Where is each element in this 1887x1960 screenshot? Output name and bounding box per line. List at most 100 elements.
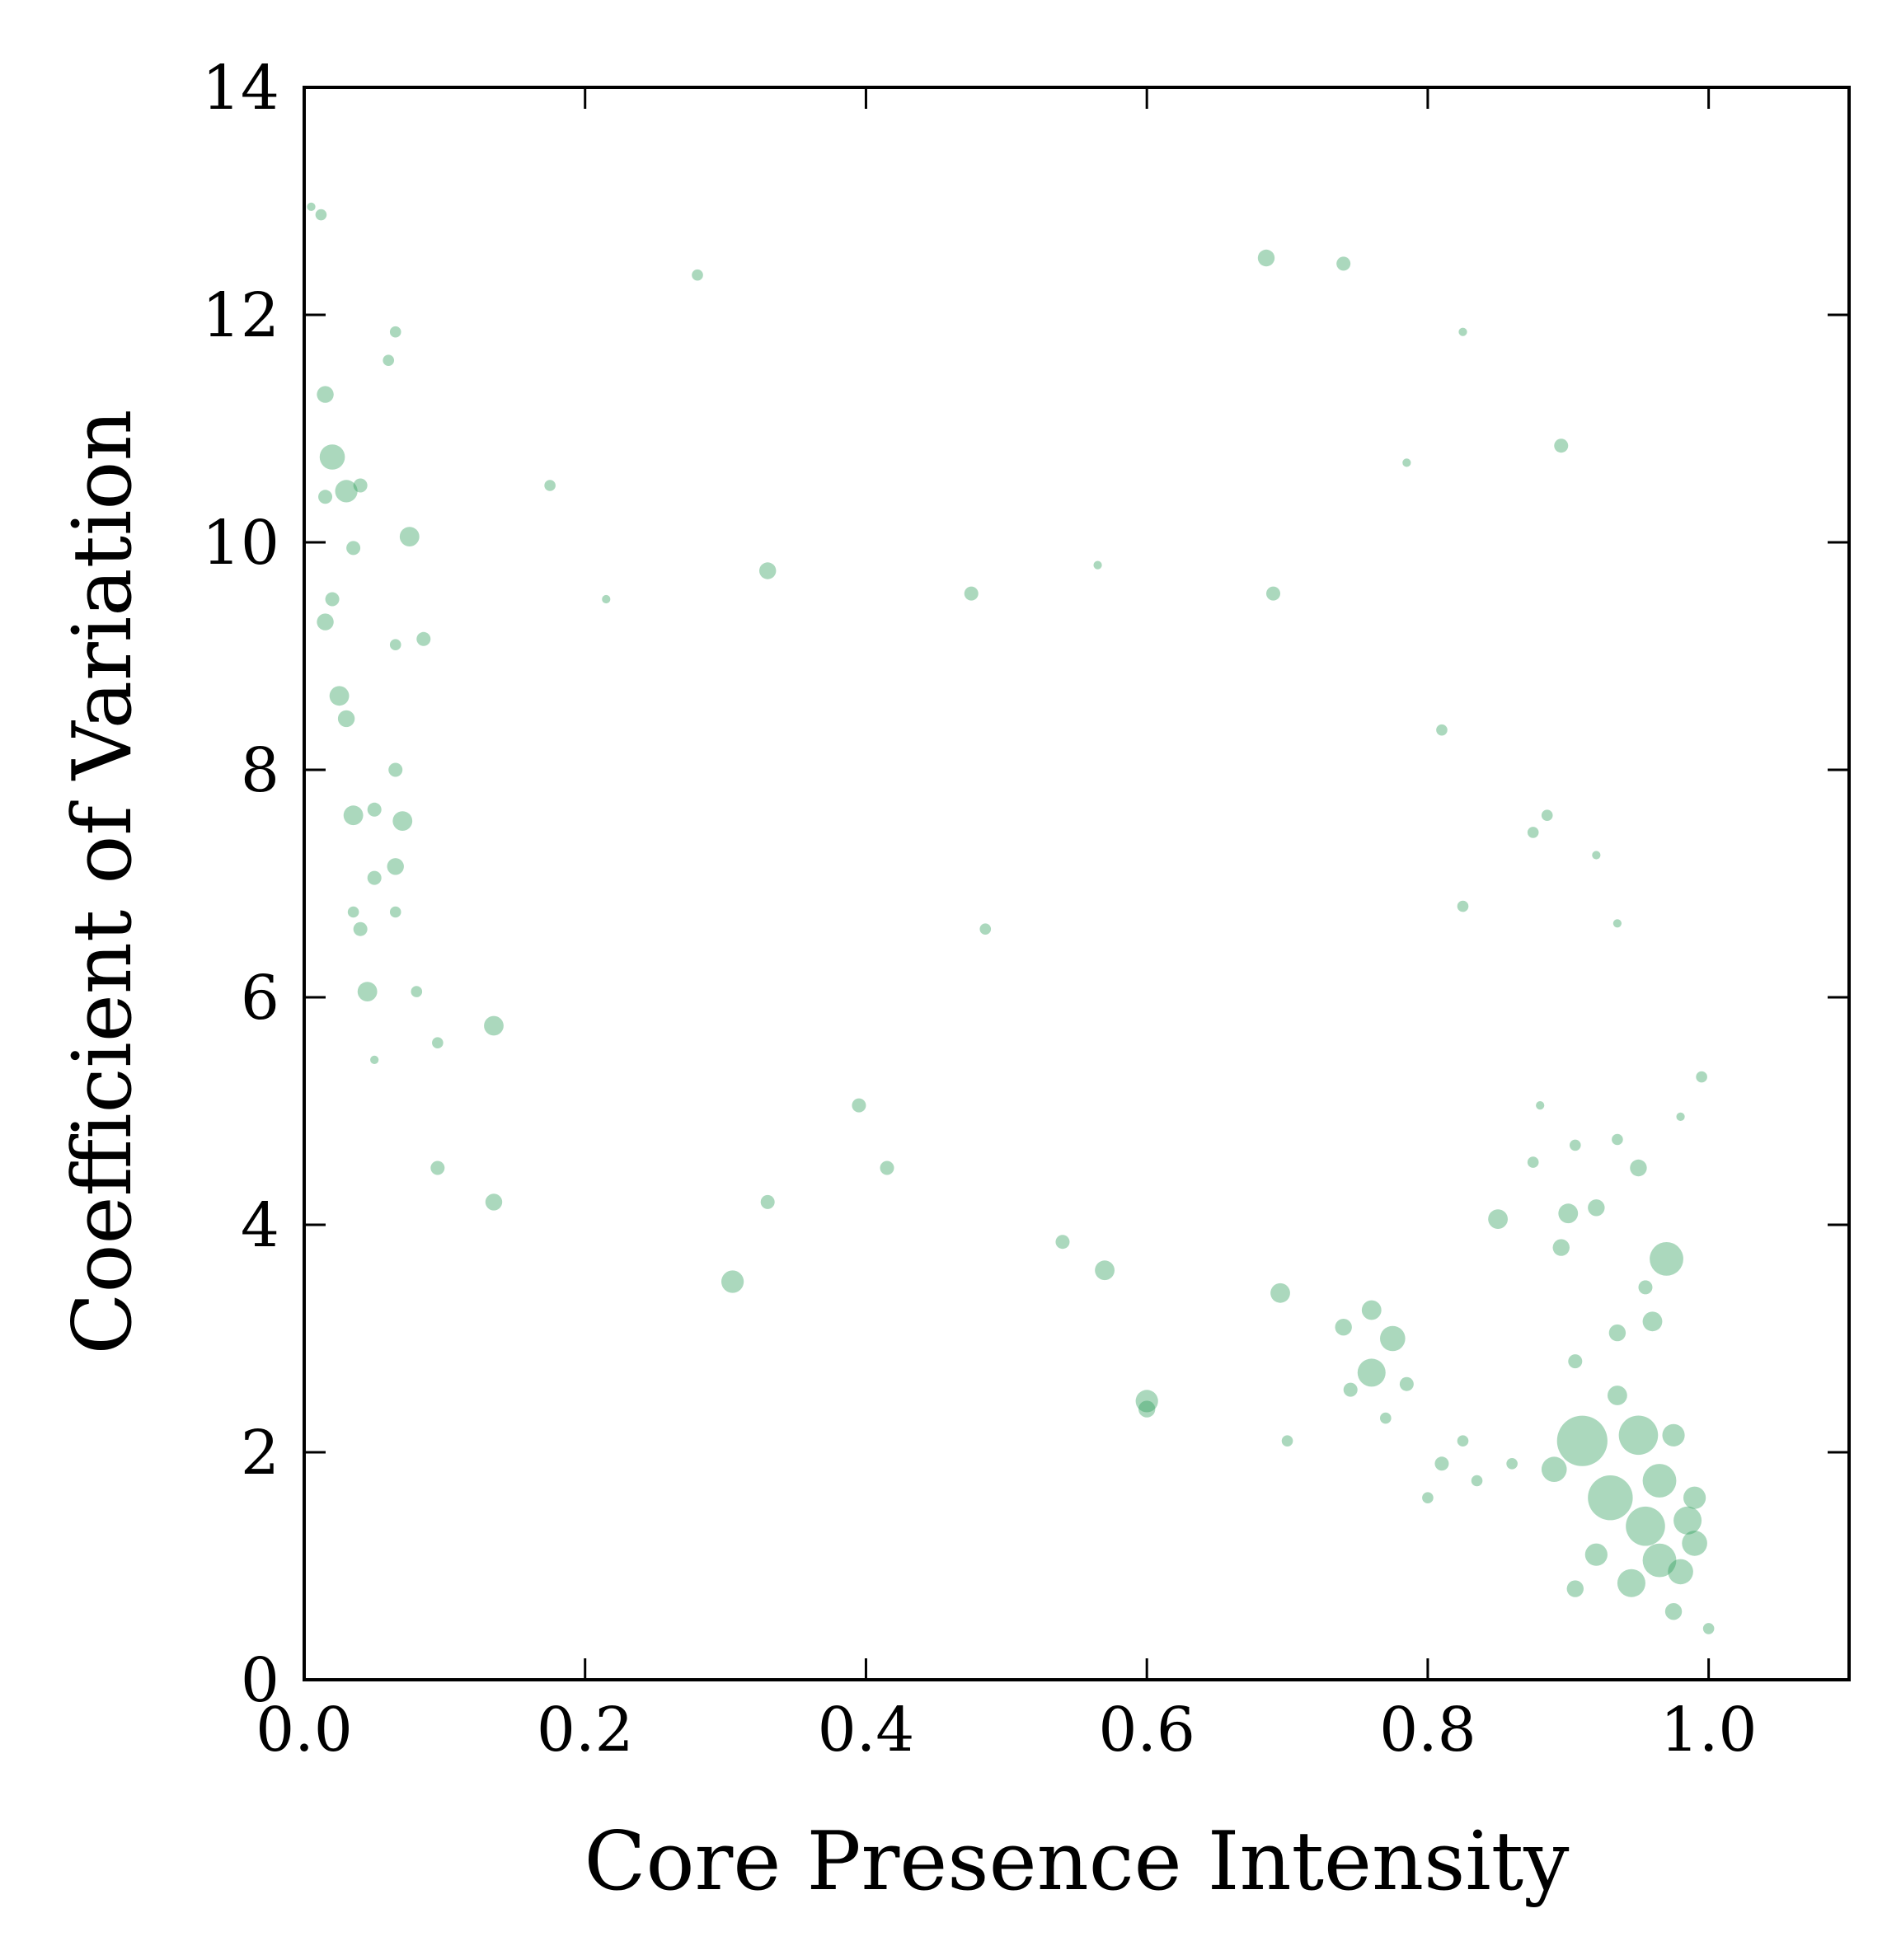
data-point <box>317 613 334 631</box>
data-point <box>1270 1282 1290 1303</box>
data-point <box>1138 1400 1156 1418</box>
data-point <box>1457 1435 1469 1447</box>
data-point <box>1673 1506 1702 1535</box>
data-point <box>1664 1603 1683 1620</box>
data-point <box>1568 1354 1583 1369</box>
data-point <box>383 354 395 367</box>
data-point <box>1527 827 1539 838</box>
data-point <box>1608 1386 1627 1405</box>
data-point <box>759 562 777 579</box>
data-point <box>367 802 382 817</box>
data-point <box>1458 327 1467 336</box>
data-point <box>1527 1156 1539 1168</box>
data-point <box>1399 1376 1414 1391</box>
data-point <box>1380 1412 1392 1424</box>
data-point <box>1612 919 1622 928</box>
data-point <box>692 269 703 281</box>
axis-tick-labels: 0.0 0.2 0.4 0.6 0.8 1.0 0 2 4 6 8 10 12 14 <box>202 53 1758 1765</box>
data-point <box>416 631 431 646</box>
data-point <box>1630 1159 1647 1177</box>
x-tick-label: 0.8 <box>1379 1695 1476 1765</box>
x-tick-label: 0.0 <box>256 1695 353 1765</box>
data-point <box>1335 1319 1352 1336</box>
data-point <box>1095 1260 1115 1281</box>
data-point <box>318 490 333 504</box>
y-tick-label: 0 <box>241 1645 279 1716</box>
data-point <box>1541 1456 1567 1482</box>
data-point <box>392 811 413 831</box>
data-point <box>335 480 358 503</box>
data-point <box>1608 1324 1626 1342</box>
data-point <box>367 870 382 885</box>
data-point <box>1569 1139 1581 1151</box>
data-point <box>1702 1623 1715 1634</box>
data-point <box>389 906 401 918</box>
data-point <box>1552 1239 1570 1256</box>
data-point <box>1488 1209 1508 1229</box>
data-point <box>1683 1486 1706 1509</box>
data-point <box>979 923 992 935</box>
data-point <box>1281 1435 1293 1447</box>
data-point <box>317 386 334 403</box>
data-point <box>1558 1203 1579 1224</box>
data-point <box>357 982 378 1001</box>
data-point <box>1668 1559 1693 1585</box>
data-point <box>1436 724 1448 736</box>
data-point <box>1662 1423 1685 1447</box>
data-point <box>880 1161 894 1175</box>
data-point <box>1617 1568 1645 1597</box>
data-point <box>347 906 359 918</box>
data-point <box>1556 1415 1608 1466</box>
data-point <box>1612 1133 1623 1146</box>
y-tick-label: 8 <box>241 735 279 806</box>
data-point <box>1135 1390 1158 1413</box>
data-point <box>484 1015 504 1036</box>
data-point <box>411 986 423 997</box>
data-point <box>343 805 364 826</box>
data-point <box>1541 809 1553 821</box>
data-point <box>319 444 345 470</box>
x-tick-label: 0.2 <box>537 1695 634 1765</box>
data-point <box>399 527 420 546</box>
data-point <box>1584 1543 1608 1566</box>
data-point <box>1402 458 1411 467</box>
data-point <box>1536 1101 1545 1110</box>
data-point <box>1257 249 1275 267</box>
data-point <box>1357 1358 1386 1387</box>
y-tick-label: 14 <box>202 53 279 124</box>
data-point <box>721 1270 744 1293</box>
data-point <box>1618 1415 1659 1456</box>
x-tick-label: 0.6 <box>1098 1695 1195 1765</box>
data-point <box>388 762 403 777</box>
data-point <box>1361 1300 1382 1320</box>
data-point <box>337 710 355 728</box>
data-point <box>1554 438 1569 453</box>
data-point <box>485 1193 503 1211</box>
data-point <box>325 592 340 607</box>
data-point <box>760 1194 775 1209</box>
data-point <box>1336 256 1351 271</box>
data-point <box>1093 560 1102 570</box>
data-point <box>1588 1475 1633 1521</box>
data-point <box>346 541 361 556</box>
y-tick-label: 4 <box>241 1190 279 1261</box>
data-point <box>1380 1325 1406 1352</box>
data-point <box>1642 1543 1677 1578</box>
data-point <box>852 1098 866 1113</box>
data-point <box>1055 1235 1070 1250</box>
data-point <box>329 686 350 706</box>
y-tick-label: 6 <box>241 963 279 1034</box>
data-point <box>1592 851 1601 860</box>
data-point <box>430 1161 445 1175</box>
data-point <box>1682 1531 1707 1556</box>
data-point <box>1626 1506 1665 1546</box>
y-tick-label: 2 <box>241 1418 279 1489</box>
data-point <box>1422 1492 1434 1503</box>
y-axis-label: Coefficient of Variation <box>56 410 150 1355</box>
data-point <box>432 1037 444 1048</box>
data-point <box>1506 1458 1518 1470</box>
data-point <box>602 594 611 604</box>
data-point <box>1566 1580 1584 1597</box>
data-point <box>1588 1199 1605 1217</box>
